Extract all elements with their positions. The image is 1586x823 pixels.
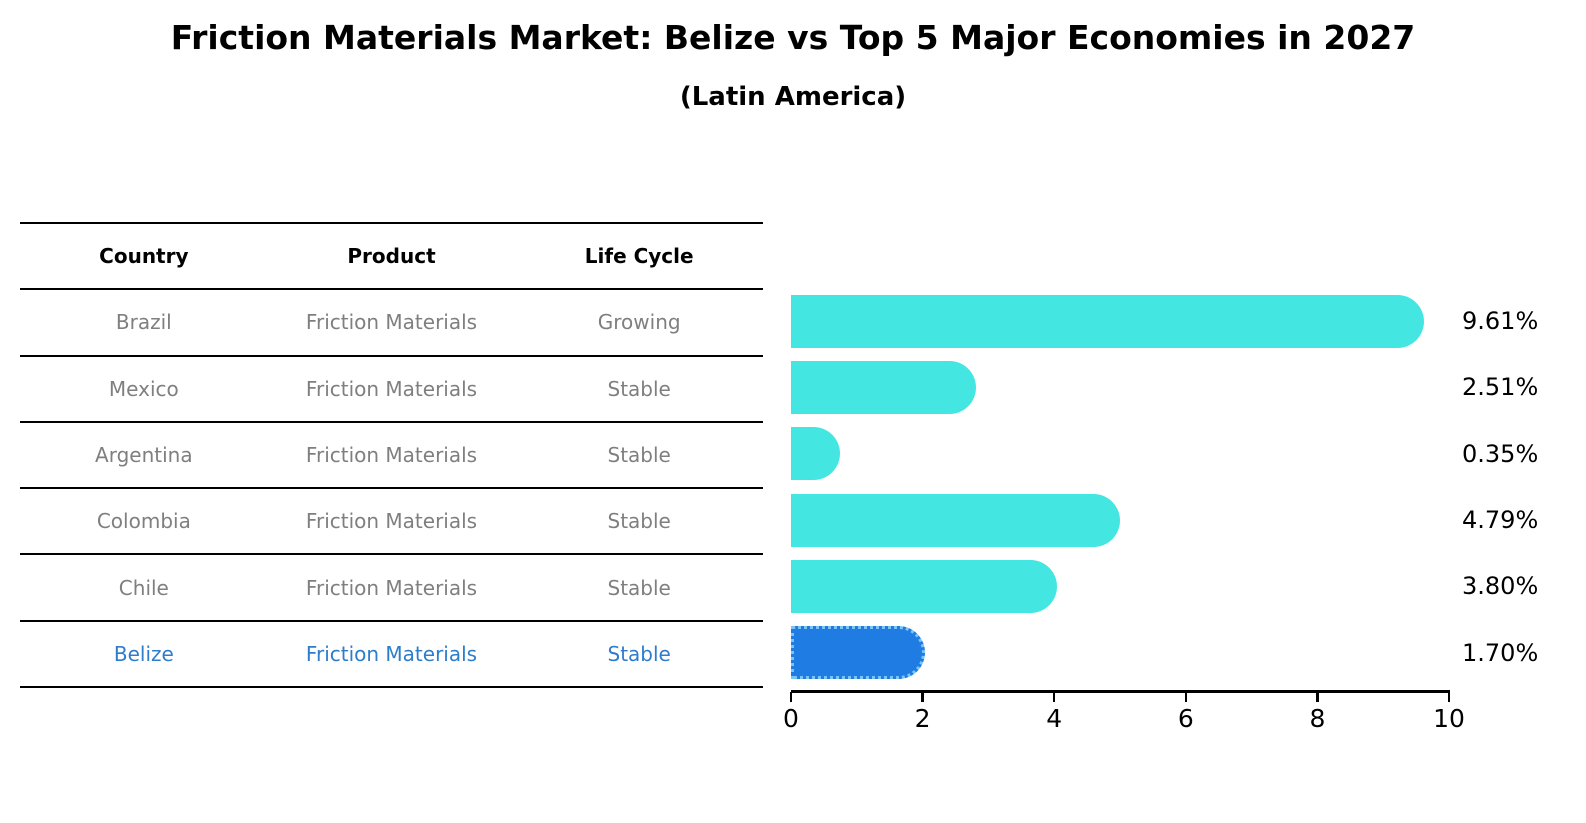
- x-tick-mark-10: [1447, 692, 1451, 702]
- x-axis-line: [791, 690, 1450, 693]
- value-label-colombia: 4.79%: [1462, 506, 1539, 535]
- cell-product: Friction Materials: [305, 641, 478, 666]
- cell-product: Friction Materials: [305, 376, 478, 401]
- table-row-mexico: Mexico Friction Materials Stable: [20, 357, 763, 423]
- bar-argentina: [791, 427, 840, 481]
- cell-life-cycle: Stable: [607, 376, 671, 401]
- x-tick-mark-0: [789, 692, 793, 702]
- header-country: Country: [99, 244, 189, 269]
- cell-country: Brazil: [115, 310, 172, 335]
- bar-colombia: [791, 493, 1120, 547]
- cell-product: Friction Materials: [305, 310, 478, 335]
- chart-subtitle: (Latin America): [679, 82, 907, 112]
- cell-product: Friction Materials: [305, 443, 478, 468]
- bar-mexico: [791, 360, 976, 414]
- bar-brazil: [791, 294, 1425, 348]
- bar-belize: [791, 626, 925, 680]
- chart-title: Friction Materials Market: Belize vs Top…: [170, 18, 1416, 57]
- bar-chart: 9.61% 2.51% 0.35% 4.79% 3.80% 1.70% 0 2 4 6 8 10: [783, 288, 1586, 748]
- x-tick-mark-6: [1184, 692, 1188, 702]
- cell-life-cycle: Stable: [607, 641, 671, 666]
- table-row-argentina: Argentina Friction Materials Stable: [20, 423, 763, 490]
- header-life-cycle: Life Cycle: [584, 244, 694, 269]
- table-header-row: Country Product Life Cycle: [20, 222, 763, 291]
- x-tick-mark-4: [1052, 692, 1056, 702]
- cell-country: Mexico: [108, 376, 179, 401]
- x-tick-label-0: 0: [783, 704, 799, 733]
- cell-country: Chile: [118, 575, 169, 600]
- x-tick-mark-8: [1316, 692, 1319, 702]
- value-label-chile: 3.80%: [1462, 572, 1539, 601]
- header-product: Product: [347, 244, 436, 269]
- cell-life-cycle: Stable: [607, 443, 671, 468]
- bar-chile: [791, 559, 1058, 613]
- cell-life-cycle: Stable: [607, 509, 671, 534]
- table-row-brazil: Brazil Friction Materials Growing: [20, 290, 763, 357]
- cell-country: Belize: [113, 641, 174, 666]
- cell-country: Argentina: [95, 443, 193, 468]
- country-table: Country Product Life Cycle Brazil Frictio…: [20, 222, 763, 689]
- table-row-chile: Chile Friction Materials Stable: [20, 555, 763, 622]
- value-label-brazil: 9.61%: [1462, 307, 1539, 336]
- x-tick-mark-2: [921, 692, 924, 702]
- x-tick-label-4: 4: [1046, 704, 1063, 733]
- cell-life-cycle: Stable: [607, 575, 671, 600]
- cell-country: Colombia: [96, 509, 191, 534]
- table-row-colombia: Colombia Friction Materials Stable: [20, 489, 763, 556]
- value-label-belize: 1.70%: [1462, 638, 1539, 667]
- x-tick-label-10: 10: [1433, 704, 1465, 733]
- cell-product: Friction Materials: [305, 575, 478, 600]
- cell-product: Friction Materials: [305, 509, 478, 534]
- x-tick-label-8: 8: [1309, 704, 1326, 733]
- table-body: Brazil Friction Materials Growing Mexico Fri…: [20, 290, 763, 689]
- cell-life-cycle: Growing: [597, 310, 681, 335]
- x-tick-label-6: 6: [1177, 704, 1194, 733]
- value-label-argentina: 0.35%: [1462, 439, 1539, 468]
- x-tick-label-2: 2: [914, 704, 931, 733]
- value-label-mexico: 2.51%: [1462, 373, 1539, 402]
- table-row-belize: Belize Friction Materials Stable: [20, 622, 763, 689]
